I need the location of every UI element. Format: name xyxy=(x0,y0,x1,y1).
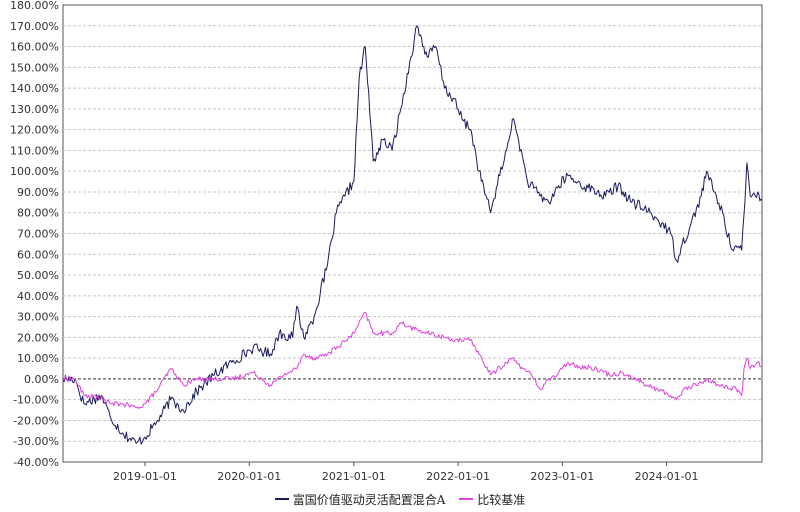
x-tick-label: 2019-01-01 xyxy=(113,470,177,483)
y-tick-label: 90.00% xyxy=(17,186,59,199)
legend: 富国价值驱动灵活配置混合A 比较基准 xyxy=(0,489,800,508)
y-tick-label: 100.00% xyxy=(10,165,59,178)
series-line-benchmark xyxy=(62,311,763,410)
y-tick-label: -40.00% xyxy=(13,456,59,469)
y-tick-label: 20.00% xyxy=(17,331,59,344)
y-tick-label: 30.00% xyxy=(17,311,59,324)
series-lines xyxy=(62,25,763,445)
y-axis-ticks: 180.00% 170.00% 160.00% 150.00% 140.00% 130.0… xyxy=(10,0,59,469)
y-tick-label: 170.00% xyxy=(10,20,59,33)
y-tick-label: 40.00% xyxy=(17,290,59,303)
y-tick-label: 150.00% xyxy=(10,61,59,74)
y-tick-label: 0.00% xyxy=(24,373,59,386)
legend-swatch-benchmark xyxy=(459,498,474,500)
y-tick-label: 60.00% xyxy=(17,248,59,261)
y-tick-label: -10.00% xyxy=(13,394,59,407)
y-tick-label: -20.00% xyxy=(13,414,59,427)
x-tick-label: 2022-01-01 xyxy=(426,470,490,483)
x-tick-label: 2020-01-01 xyxy=(217,470,281,483)
x-tick-label: 2023-01-01 xyxy=(530,470,594,483)
y-tick-label: 80.00% xyxy=(17,207,59,220)
grid-lines xyxy=(63,25,762,442)
plot-area-border xyxy=(62,4,763,463)
y-tick-label: 10.00% xyxy=(17,352,59,365)
y-tick-label: 160.00% xyxy=(10,41,59,54)
legend-swatch-fund xyxy=(274,498,289,500)
y-tick-label: 50.00% xyxy=(17,269,59,282)
y-tick-label: -30.00% xyxy=(13,435,59,448)
x-axis-ticks: 2019-01-01 2020-01-01 2021-01-01 2022-01-01… xyxy=(113,462,699,483)
x-tick-label: 2024-01-01 xyxy=(635,470,699,483)
y-tick-label: 180.00% xyxy=(10,0,59,12)
y-tick-label: 130.00% xyxy=(10,103,59,116)
y-tick-label: 70.00% xyxy=(17,228,59,241)
series-line-fund xyxy=(62,25,763,445)
x-tick-label: 2021-01-01 xyxy=(322,470,386,483)
legend-item-benchmark: 比较基准 xyxy=(459,491,525,508)
y-tick-label: 120.00% xyxy=(10,124,59,137)
y-tick-label: 140.00% xyxy=(10,82,59,95)
legend-label-fund: 富国价值驱动灵活配置混合A xyxy=(292,492,446,507)
y-tick-label: 110.00% xyxy=(10,144,59,157)
legend-item-fund: 富国价值驱动灵活配置混合A xyxy=(274,491,446,508)
legend-label-benchmark: 比较基准 xyxy=(477,492,526,507)
